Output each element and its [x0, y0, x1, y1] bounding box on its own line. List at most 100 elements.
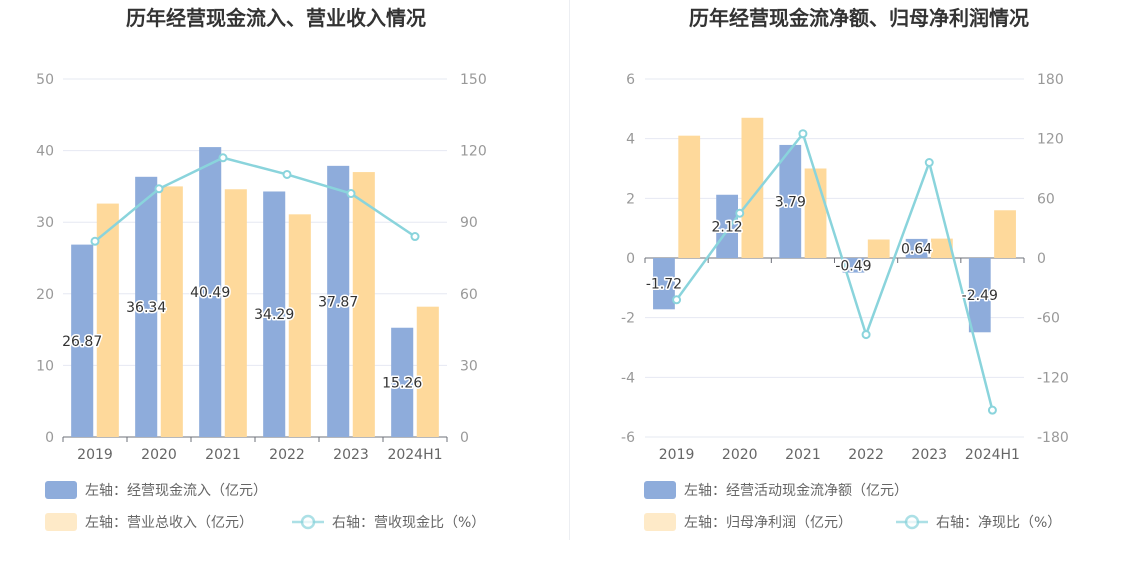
bar-data-label: 2.12 — [712, 219, 743, 235]
bar-series-0 — [716, 194, 739, 258]
bar-series-1 — [741, 117, 764, 259]
bar-data-label: 37.87 — [318, 294, 358, 310]
bar-data-label: 40.49 — [190, 285, 230, 301]
x-axis-tick-label: 2023 — [911, 447, 947, 463]
bar-data-label: 3.79 — [775, 194, 806, 210]
left-axis-tick-label: 6 — [626, 72, 635, 88]
right-axis-tick-label: -60 — [1037, 311, 1060, 327]
line-point — [218, 153, 228, 163]
bar-series-1 — [352, 172, 375, 437]
bar-series-0 — [135, 176, 158, 437]
chart-title: 历年经营现金流入、营业收入情况 — [126, 6, 426, 30]
line-series-2 — [675, 131, 994, 411]
cash-inflow-revenue-chart: 历年经营现金流入、营业收入情况 0 0 10 30 20 60 30 90 40 120 50 150 2… — [36, 6, 487, 531]
net-cashflow-profit-chart: 历年经营现金流净额、归母净利润情况 -6 -180 -4 -120 -2 -60 0 0 2 60 4… — [621, 6, 1069, 531]
left-axis-tick-label: -6 — [621, 430, 635, 446]
bar-data-label: 26.87 — [62, 334, 102, 350]
right-axis-tick-label: 90 — [460, 215, 478, 231]
line-point — [735, 208, 745, 218]
chart-title: 历年经营现金流净额、归母净利润情况 — [689, 6, 1029, 30]
bar-data-label: 34.29 — [254, 307, 294, 323]
line-point — [798, 129, 808, 139]
bar-series-1 — [288, 214, 311, 437]
bar-series-0 — [71, 244, 94, 437]
bar-series-1 — [678, 135, 701, 258]
bar-data-label: 0.64 — [901, 241, 932, 257]
left-axis-tick-label: 20 — [36, 287, 54, 303]
legend-swatch — [644, 481, 676, 499]
legend-label: 左轴：经营活动现金流净额（亿元） — [684, 483, 908, 499]
line-point — [154, 184, 164, 194]
x-axis-tick-label: 2020 — [141, 447, 177, 463]
left-axis-tick-label: 50 — [36, 72, 54, 88]
legend-swatch — [45, 513, 77, 531]
bar-series-1 — [160, 186, 183, 437]
bar-series-1 — [96, 203, 119, 437]
bar-data-label: 36.34 — [126, 300, 166, 316]
bar-series-1 — [930, 238, 953, 258]
left-axis-tick-label: 40 — [36, 144, 54, 160]
x-axis-tick-label: 2024H1 — [965, 447, 1020, 463]
bar-series-1 — [994, 210, 1016, 258]
bar-series-0 — [968, 258, 991, 333]
left-axis-tick-label: 4 — [626, 132, 635, 148]
bar-series-0 — [199, 147, 222, 437]
line-series-2 — [94, 156, 416, 243]
panel-divider — [569, 0, 570, 540]
legend-label: 左轴：营业总收入（亿元） — [85, 515, 253, 531]
x-axis-tick-label: 2021 — [205, 447, 241, 463]
legend-line-marker — [904, 514, 920, 530]
line-point — [861, 330, 871, 340]
bar-series-0 — [653, 258, 675, 310]
bar-series-0 — [327, 165, 350, 437]
left-axis-tick-label: -4 — [621, 370, 635, 386]
x-axis-tick-label: 2022 — [848, 447, 884, 463]
legend-swatch — [45, 481, 77, 499]
right-axis-tick-label: -120 — [1037, 370, 1069, 386]
bar-series-0 — [263, 191, 286, 437]
bar-series-1 — [804, 168, 827, 258]
bar-data-label: -0.49 — [835, 258, 871, 274]
x-axis-tick-label: 2021 — [785, 447, 821, 463]
line-point — [672, 295, 682, 305]
legend-label: 左轴：归母净利润（亿元） — [684, 514, 852, 531]
right-axis-tick-label: 150 — [460, 72, 487, 88]
bar-series-1 — [867, 239, 890, 258]
right-axis-tick-label: 30 — [460, 358, 478, 374]
left-axis-tick-label: -2 — [621, 311, 635, 327]
left-axis-tick-label: 0 — [626, 251, 635, 267]
line-point — [282, 169, 292, 179]
x-axis-tick-label: 2019 — [659, 447, 695, 463]
line-point — [987, 405, 997, 415]
bar-series-0 — [391, 327, 414, 437]
right-axis-tick-label: 120 — [460, 144, 487, 160]
right-axis-tick-label: 180 — [1037, 72, 1064, 88]
bar-data-label: -2.49 — [962, 288, 998, 304]
bar-series-0 — [842, 258, 865, 273]
bar-series-0 — [905, 238, 928, 258]
line-point — [410, 232, 420, 242]
bar-data-label: 15.26 — [382, 375, 422, 391]
x-axis-tick-label: 2023 — [333, 447, 369, 463]
bar-series-0 — [779, 144, 802, 258]
bar-series-1 — [224, 189, 247, 437]
legend-label: 左轴：经营现金流入（亿元） — [85, 483, 267, 499]
right-axis-tick-label: 0 — [460, 430, 469, 446]
left-axis-tick-label: 30 — [36, 215, 54, 231]
left-axis-tick-label: 2 — [626, 191, 635, 207]
right-axis-tick-label: 60 — [460, 287, 478, 303]
legend-line-marker — [300, 514, 316, 530]
right-axis-tick-label: 0 — [1037, 251, 1046, 267]
left-axis-tick-label: 0 — [45, 430, 54, 446]
x-axis-tick-label: 2020 — [722, 447, 758, 463]
right-axis-tick-label: 120 — [1037, 132, 1064, 148]
legend-label: 右轴：营收现金比（%） — [332, 515, 485, 531]
right-axis-tick-label: -180 — [1037, 430, 1069, 446]
line-point — [346, 189, 356, 199]
left-axis-tick-label: 10 — [36, 358, 54, 374]
x-axis-tick-label: 2019 — [77, 447, 113, 463]
line-point — [90, 236, 100, 246]
right-axis-tick-label: 60 — [1037, 191, 1055, 207]
legend-swatch — [644, 513, 676, 531]
bar-data-label: -1.72 — [646, 277, 682, 293]
